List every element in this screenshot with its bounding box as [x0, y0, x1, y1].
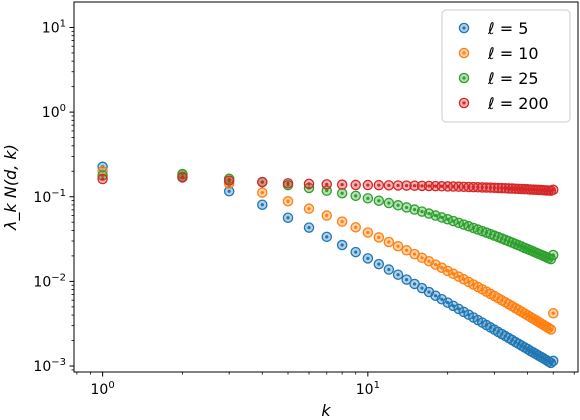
y-tick-label: 10−2	[33, 272, 66, 290]
x-axis-ticks: 100 101	[76, 372, 575, 398]
data-point-center	[549, 327, 553, 332]
data-point-center	[412, 184, 417, 188]
legend-marker-center	[462, 26, 466, 30]
legend-marker-center	[462, 101, 466, 105]
data-point-center	[354, 194, 358, 198]
y-axis-ticks: 10−3 10−2 10−1 100 101	[33, 18, 74, 375]
data-point-center	[260, 190, 264, 195]
series-1	[97, 161, 559, 369]
data-point-center	[286, 181, 290, 185]
data-point-center	[377, 199, 381, 203]
data-point-center	[377, 183, 381, 187]
data-point-center	[396, 183, 400, 188]
data-point-center	[433, 262, 438, 267]
data-point-center	[551, 359, 555, 363]
data-point-center	[366, 256, 370, 260]
data-point-center	[325, 182, 329, 186]
data-point-center	[325, 235, 329, 239]
data-point-center	[427, 259, 431, 263]
data-point-center	[307, 226, 311, 230]
data-point-center	[366, 196, 370, 200]
y-tick-label: 101	[42, 18, 66, 36]
data-point-center	[427, 184, 431, 188]
data-point-center	[404, 205, 409, 210]
x-axis-label: k	[321, 401, 331, 420]
data-point-center	[325, 189, 329, 193]
data-point-center	[440, 297, 444, 301]
data-point-center	[180, 175, 185, 180]
data-point-center	[227, 179, 231, 183]
data-point-center	[404, 183, 409, 188]
data-point-center	[433, 213, 438, 218]
data-point-center	[260, 203, 264, 207]
data-point-center	[227, 189, 231, 193]
data-point-center	[366, 230, 370, 235]
data-point-center	[412, 207, 417, 212]
data-point-center	[396, 244, 400, 248]
legend: ℓ = 5 ℓ = 10 ℓ = 25 ℓ = 200	[441, 9, 571, 123]
data-point-center	[377, 235, 381, 239]
data-point-center	[516, 187, 521, 191]
data-point-center	[404, 248, 409, 252]
x-tick-label: 101	[356, 380, 380, 398]
data-point-center	[354, 183, 358, 187]
data-point-center	[412, 252, 417, 256]
data-point-center	[340, 220, 344, 224]
data-point-center	[420, 256, 424, 260]
data-point-center	[404, 277, 409, 282]
data-point-center	[446, 301, 450, 305]
legend-label: ℓ = 25	[487, 69, 539, 88]
data-point-center	[101, 177, 105, 181]
data-point-center	[286, 216, 290, 220]
y-tick-label: 10−3	[33, 357, 66, 375]
data-point-center	[549, 361, 553, 365]
data-point-center	[427, 211, 431, 216]
series-3	[97, 168, 559, 265]
series-4	[97, 172, 559, 196]
data-point-center	[354, 225, 358, 229]
data-point-center	[340, 183, 344, 187]
data-point-center	[354, 250, 358, 254]
data-point-center	[387, 201, 391, 205]
data-point-center	[387, 240, 391, 244]
data-point-center	[260, 180, 264, 184]
data-point-center	[440, 266, 444, 270]
data-point-center	[286, 199, 290, 203]
data-point-center	[307, 207, 311, 211]
x-tick-label: 100	[91, 380, 115, 398]
data-point-center	[433, 184, 438, 188]
legend-box	[441, 9, 571, 123]
data-point-center	[433, 294, 438, 298]
data-point-center	[325, 213, 329, 218]
data-point-center	[387, 267, 391, 272]
legend-label: ℓ = 10	[487, 44, 539, 63]
y-tick-label: 100	[42, 103, 66, 121]
data-point-center	[307, 182, 311, 186]
data-point-center	[551, 253, 555, 257]
plot-area-frame	[73, 1, 579, 373]
data-point-center	[340, 191, 344, 195]
y-tick-label: 10−1	[33, 188, 66, 206]
data-point-center	[551, 188, 555, 192]
data-point-center	[427, 290, 431, 294]
data-point-center	[387, 183, 391, 187]
data-point-center	[396, 273, 400, 277]
y-axis-label: λ_k N(d, k)	[1, 144, 21, 231]
data-point-center	[412, 282, 417, 286]
data-point-center	[340, 243, 344, 247]
legend-marker-center	[462, 76, 466, 80]
data-point-center	[420, 286, 424, 290]
legend-label: ℓ = 200	[487, 94, 549, 113]
legend-marker-center	[462, 51, 466, 55]
data-point-center	[420, 184, 424, 188]
legend-label: ℓ = 5	[487, 19, 528, 38]
data-point-center	[377, 262, 381, 266]
data-point-center	[546, 326, 551, 330]
data-point-center	[396, 203, 400, 207]
data-point-center	[551, 311, 555, 315]
data-point-center	[366, 183, 370, 187]
data-points	[97, 161, 559, 369]
data-point-center	[420, 209, 424, 214]
